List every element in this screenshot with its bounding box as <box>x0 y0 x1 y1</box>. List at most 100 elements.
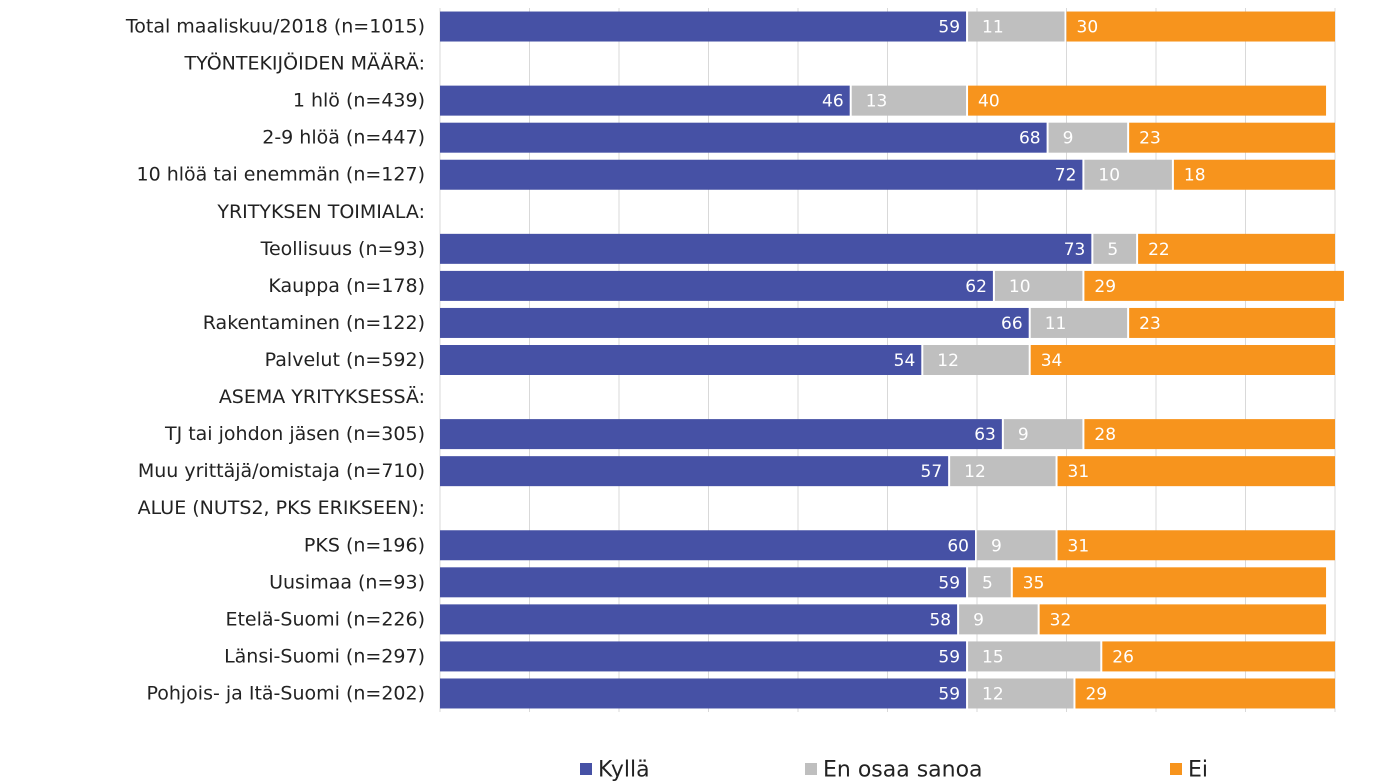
category-label: Rakentaminen (n=122) <box>203 312 425 334</box>
value-label: 40 <box>978 92 1000 112</box>
value-label: 12 <box>964 462 986 482</box>
value-label: 9 <box>991 536 1002 556</box>
category-label: Total maaliskuu/2018 (n=1015) <box>125 16 425 38</box>
value-label: 62 <box>965 277 987 297</box>
bar-segment <box>968 11 1065 42</box>
value-label: 66 <box>1001 314 1023 334</box>
bar-segment <box>950 456 1056 487</box>
bar-segment <box>1030 345 1335 375</box>
bar-segment <box>1102 641 1335 672</box>
bar-segment <box>440 567 967 598</box>
legend-swatch <box>805 763 817 775</box>
bar-segment <box>968 567 1011 598</box>
bar-segment <box>1173 159 1335 190</box>
legend-label: Ei <box>1188 758 1208 783</box>
value-label: 23 <box>1139 314 1161 334</box>
bar-segment <box>1129 122 1335 153</box>
value-label: 28 <box>1094 425 1116 445</box>
value-label: 31 <box>1068 536 1090 556</box>
value-label: 59 <box>938 573 960 593</box>
value-label: 18 <box>1184 166 1206 186</box>
bar-segment <box>1093 233 1137 264</box>
category-label: 2-9 hlöä (n=447) <box>262 127 425 149</box>
category-label: YRITYKSEN TOIMIALA: <box>216 201 425 223</box>
category-label: TYÖNTEKIJÖIDEN MÄÄRÄ: <box>184 52 425 75</box>
category-label: Etelä-Suomi (n=226) <box>225 608 425 630</box>
category-label: Kauppa (n=178) <box>268 275 425 297</box>
bar-segment <box>959 604 1038 635</box>
category-label: 1 hlö (n=439) <box>293 90 425 112</box>
value-label: 32 <box>1050 610 1072 630</box>
category-label: ASEMA YRITYKSESSÄ: <box>219 385 425 408</box>
legend-label: En osaa sanoa <box>823 758 983 783</box>
bar-segment <box>1057 530 1335 561</box>
bar-segment <box>1138 233 1335 264</box>
bar-segment <box>440 678 967 709</box>
bar-segment <box>440 345 922 375</box>
category-label: Länsi-Suomi (n=297) <box>224 645 425 667</box>
value-label: 5 <box>1107 240 1118 260</box>
bar-segment <box>440 270 993 301</box>
bar-segment <box>440 11 967 42</box>
value-label: 59 <box>938 18 960 38</box>
bar-segment <box>1129 307 1335 338</box>
value-label: 12 <box>982 684 1004 704</box>
bar-segment <box>440 159 1083 190</box>
value-label: 15 <box>982 647 1004 667</box>
bar-segment <box>440 85 850 116</box>
bar-segment <box>851 85 967 116</box>
category-label: Teollisuus (n=93) <box>260 238 425 260</box>
value-label: 59 <box>938 684 960 704</box>
legend-swatch <box>1170 763 1182 775</box>
bar-segment <box>1048 122 1128 153</box>
value-label: 35 <box>1023 573 1045 593</box>
value-label: 23 <box>1139 129 1161 149</box>
bar-segment <box>923 345 1029 375</box>
bar-segment <box>1075 678 1335 709</box>
value-label: 13 <box>866 92 888 112</box>
value-label: 11 <box>982 18 1004 38</box>
legend-swatch <box>580 763 592 775</box>
value-label: 22 <box>1148 240 1170 260</box>
value-label: 26 <box>1112 647 1134 667</box>
value-label: 9 <box>1063 129 1074 149</box>
bar-segment <box>977 530 1056 561</box>
bar-segment <box>1057 456 1335 487</box>
bar-segment <box>968 641 1101 672</box>
bar-segment <box>440 307 1029 338</box>
value-label: 10 <box>1098 166 1120 186</box>
value-label: 59 <box>938 647 960 667</box>
value-label: 46 <box>822 92 844 112</box>
category-label: 10 hlöä tai enemmän (n=127) <box>137 164 425 186</box>
value-label: 34 <box>1041 351 1063 371</box>
value-label: 60 <box>947 536 969 556</box>
bar-segment <box>1039 604 1327 635</box>
bar-segment <box>440 122 1047 153</box>
bar-segment <box>1084 270 1344 301</box>
bar-segment <box>1003 419 1083 450</box>
bar-segment <box>1084 419 1335 450</box>
value-label: 58 <box>929 610 951 630</box>
bar-segment <box>1030 307 1128 338</box>
bar-segment <box>440 530 975 561</box>
bar-segment <box>440 419 1002 450</box>
bar-segment <box>1012 567 1327 598</box>
bar-segment <box>1066 11 1335 42</box>
value-label: 30 <box>1077 18 1099 38</box>
value-label: 12 <box>937 351 959 371</box>
value-label: 72 <box>1055 166 1077 186</box>
category-label: Muu yrittäjä/omistaja (n=710) <box>138 460 425 482</box>
value-label: 10 <box>1009 277 1031 297</box>
category-label: Pohjois- ja Itä-Suomi (n=202) <box>146 682 425 704</box>
bar-segment <box>440 233 1092 264</box>
category-label: PKS (n=196) <box>304 534 425 556</box>
bar-segment <box>440 456 949 487</box>
value-label: 54 <box>894 351 916 371</box>
value-label: 29 <box>1085 684 1107 704</box>
category-label: Palvelut (n=592) <box>265 349 425 371</box>
value-label: 73 <box>1064 240 1086 260</box>
value-label: 63 <box>974 425 996 445</box>
value-label: 57 <box>921 462 943 482</box>
bar-segment <box>968 678 1074 709</box>
